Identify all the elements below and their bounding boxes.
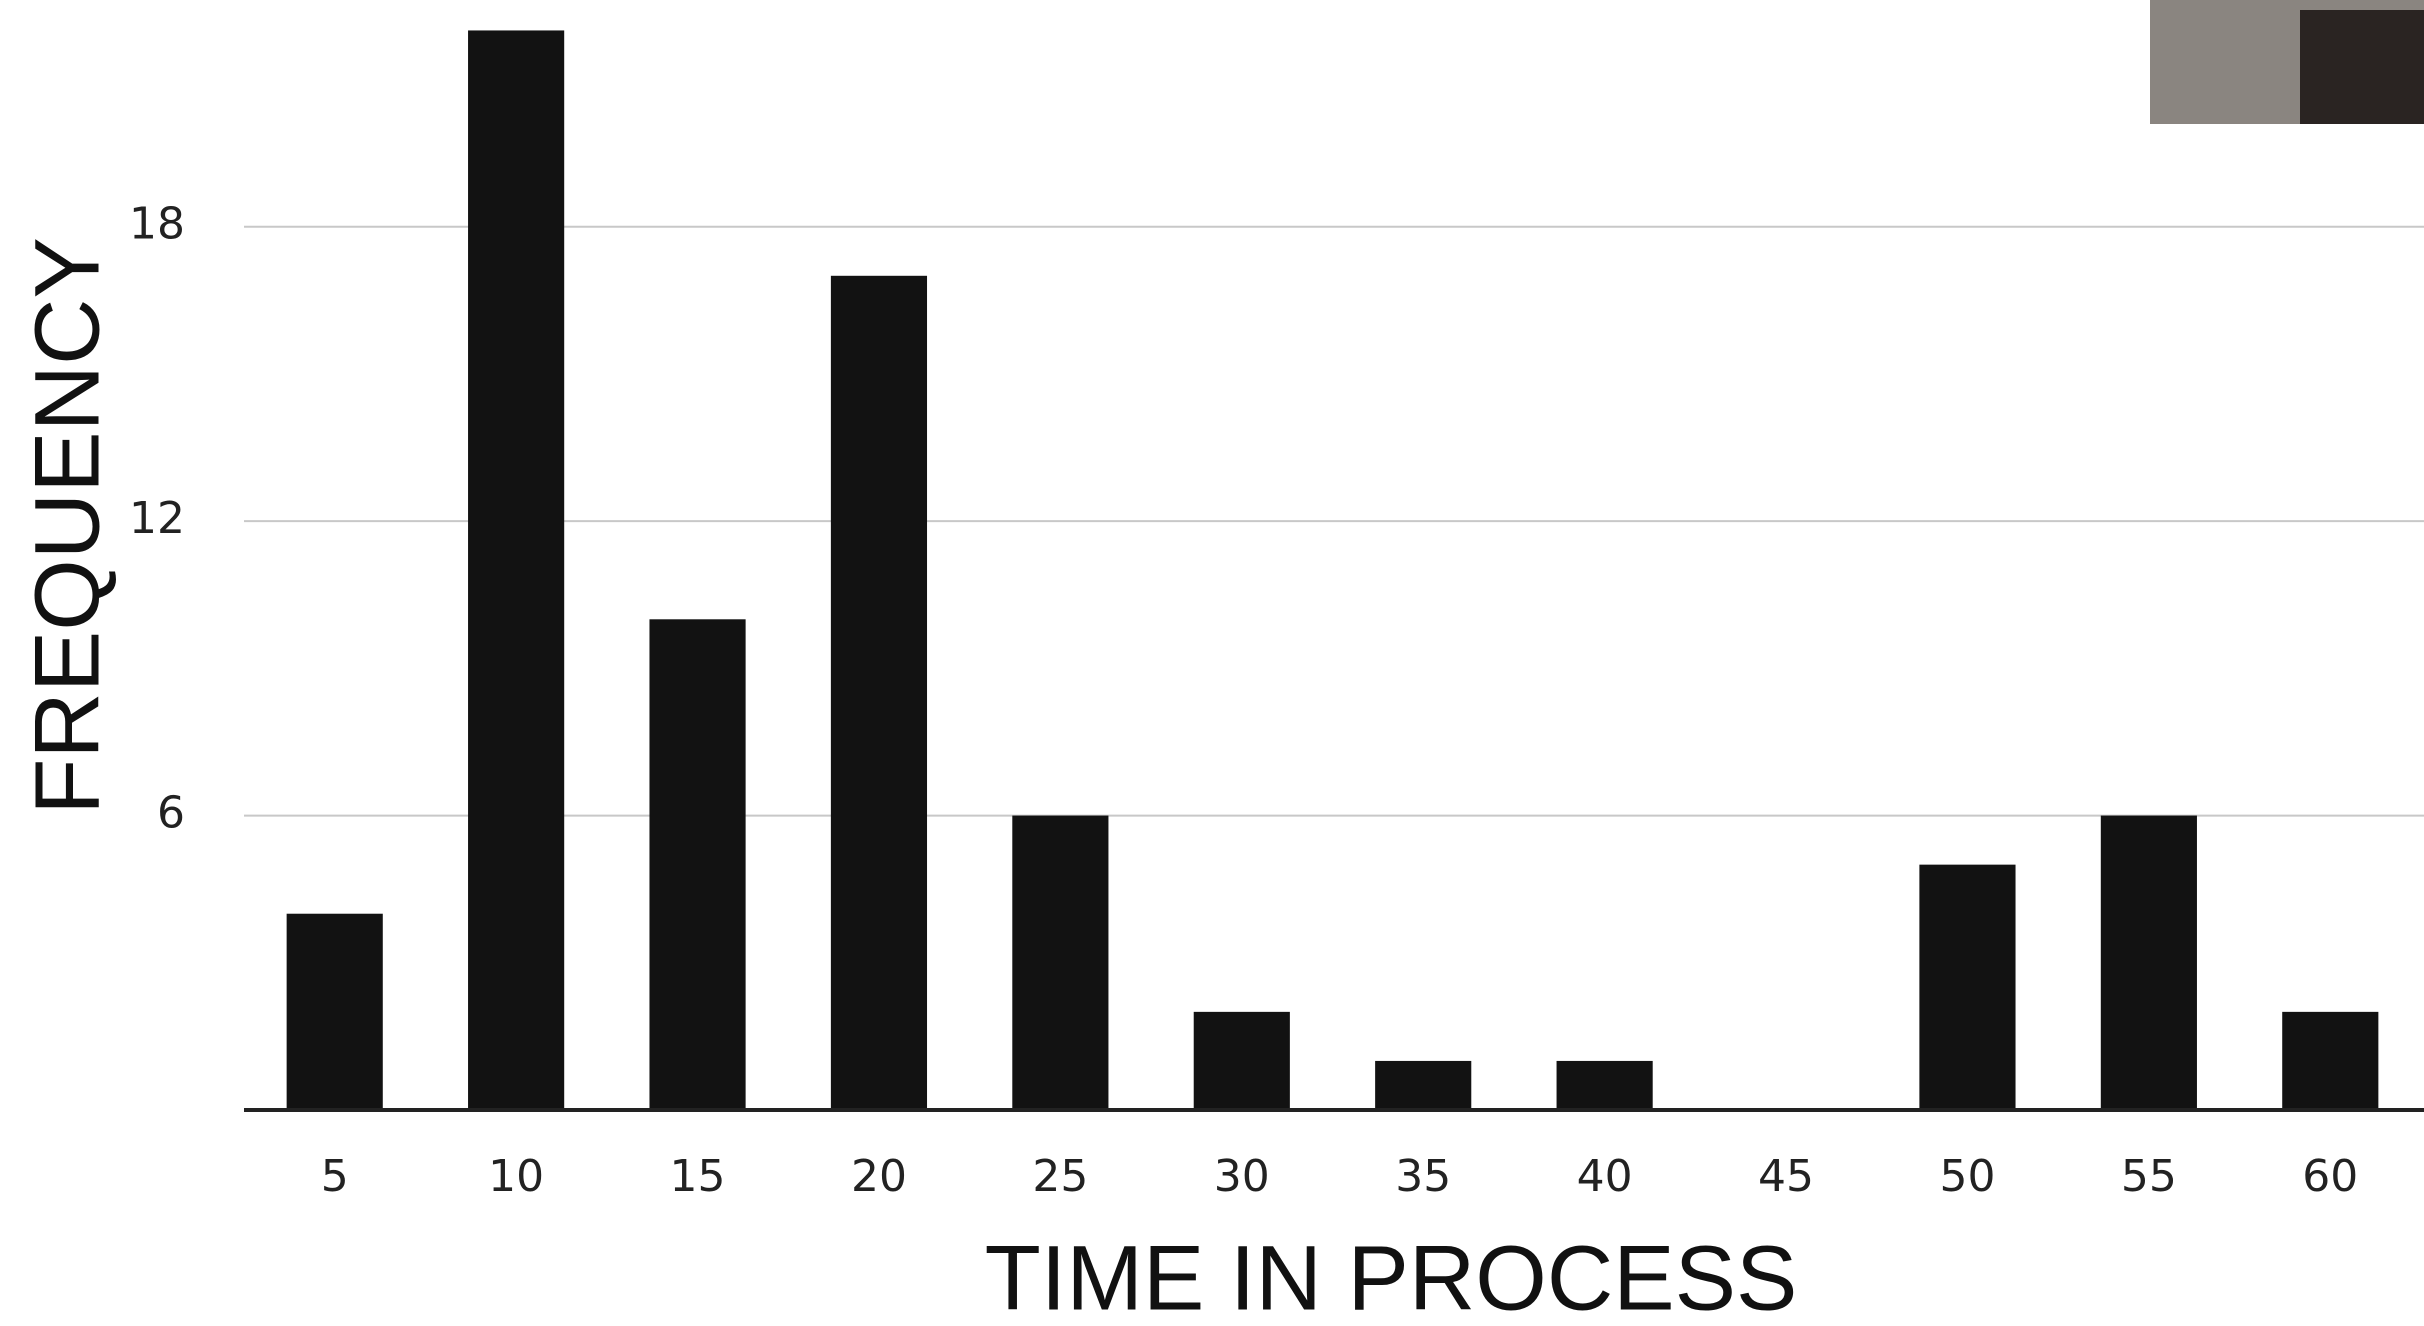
bar xyxy=(1919,864,2016,1110)
webcam-person xyxy=(2300,10,2424,124)
bar xyxy=(1556,1060,1653,1110)
bar xyxy=(1012,815,1109,1110)
x-tick-label: 50 xyxy=(1939,1151,1995,1202)
y-tick-label: 12 xyxy=(129,493,185,544)
bar xyxy=(1193,1011,1290,1110)
bar xyxy=(649,619,746,1110)
bar xyxy=(2282,1011,2379,1110)
y-axis-title: FREQUENCY xyxy=(16,237,118,815)
bar xyxy=(1375,1060,1472,1110)
y-tick-label: 18 xyxy=(129,199,185,250)
x-tick-label: 45 xyxy=(1758,1151,1814,1202)
x-tick-label: 20 xyxy=(851,1151,907,1202)
x-tick-label: 55 xyxy=(2121,1151,2177,1202)
bar xyxy=(468,30,565,1110)
x-axis-title: TIME IN PROCESS xyxy=(985,1227,1798,1326)
x-tick-label: 25 xyxy=(1032,1151,1088,1202)
x-tick-label: 60 xyxy=(2302,1151,2358,1202)
x-tick-label: 5 xyxy=(321,1151,349,1202)
x-tick-label: 30 xyxy=(1214,1151,1270,1202)
y-tick-label: 6 xyxy=(157,788,185,839)
bar xyxy=(2100,815,2197,1110)
x-tick-label: 10 xyxy=(488,1151,544,1202)
x-tick-label: 35 xyxy=(1395,1151,1451,1202)
x-tick-label: 40 xyxy=(1577,1151,1633,1202)
bar xyxy=(830,275,928,1110)
bar xyxy=(286,913,383,1110)
x-tick-label: 15 xyxy=(670,1151,726,1202)
